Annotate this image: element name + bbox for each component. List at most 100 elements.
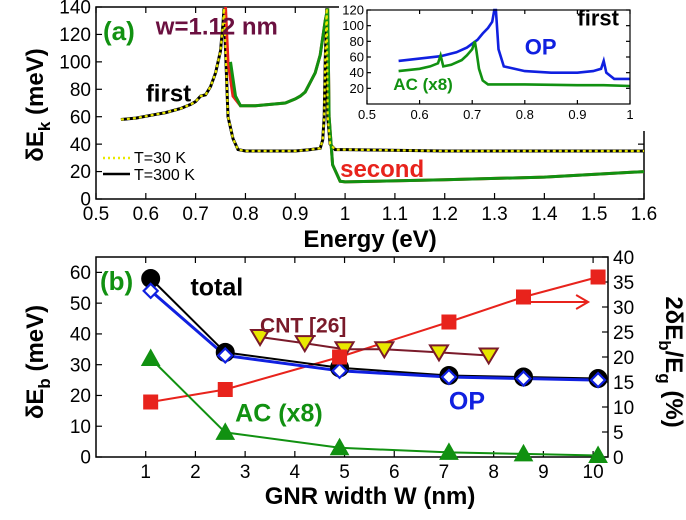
panel-b-y2-axis-label-unit: (%) bbox=[660, 384, 686, 428]
marker-triangle-down bbox=[373, 341, 396, 360]
y-tick-label: 140 bbox=[59, 0, 91, 19]
y2-tick-label: 20 bbox=[613, 348, 634, 369]
marker-square bbox=[217, 382, 233, 397]
inset-curves bbox=[398, 8, 631, 88]
x-tick-label: 1 bbox=[140, 462, 151, 483]
marker-square bbox=[515, 289, 531, 305]
x-tick-label: 4 bbox=[290, 462, 301, 483]
inset-curve-green bbox=[398, 40, 631, 88]
x-tick-label: 1.3 bbox=[481, 204, 507, 225]
panel-b-y2-tick-labels: 0 5 10 15 20 25 30 35 40 bbox=[613, 248, 634, 469]
marker-square bbox=[590, 269, 606, 285]
marker-triangle-down bbox=[428, 344, 450, 363]
x-tick-label: 0.8 bbox=[232, 204, 258, 225]
marker-diamond bbox=[440, 368, 458, 386]
x-tick-label: 0.7 bbox=[463, 107, 481, 122]
y-tick-label: 10 bbox=[70, 417, 91, 438]
panel-b-annotations: total CNT [26] AC (x8) OP bbox=[190, 273, 485, 427]
curve-yellow bbox=[120, 8, 644, 153]
x-tick-label: 9 bbox=[538, 462, 549, 483]
y2-tick-label: 5 bbox=[613, 423, 624, 444]
y-tick-label: 20 bbox=[70, 162, 91, 183]
marker-diamond bbox=[589, 371, 607, 389]
y2-tick-label: 0 bbox=[613, 448, 624, 469]
annotation: AC (x8) bbox=[235, 400, 323, 428]
annotation: first bbox=[146, 81, 191, 108]
inset-background bbox=[339, 5, 646, 131]
x-tick-label: 0.9 bbox=[282, 204, 308, 225]
y-tick-label: 80 bbox=[70, 80, 91, 101]
marker-diamond bbox=[142, 282, 160, 300]
x-tick-label: 1.1 bbox=[382, 204, 408, 225]
y-tick-label: 40 bbox=[70, 325, 91, 346]
panel-a-label: (a) bbox=[103, 16, 135, 46]
x-tick-label: 1.2 bbox=[432, 204, 458, 225]
marker-diamond bbox=[216, 346, 234, 365]
y-tick-label: 20 bbox=[70, 386, 91, 407]
panel-b-label: (b) bbox=[100, 266, 133, 296]
x-tick-label: 0.9 bbox=[568, 107, 586, 122]
y-tick-label: 100 bbox=[342, 18, 364, 33]
panel-b-y-axis-label: δEb (meV) bbox=[22, 305, 54, 419]
series-line-red bbox=[150, 276, 599, 403]
y-tick-label: 50 bbox=[70, 294, 91, 315]
annotation: w=1.12 nm bbox=[155, 13, 278, 40]
panel-a-x-tick-labels: 0.5 0.6 0.7 0.8 0.9 1 1.1 1.2 1.3 1.4 1.5 1.6 bbox=[83, 204, 657, 225]
panel-b-y2-axis-label-mid: /E bbox=[660, 351, 686, 374]
inset-ticks bbox=[366, 9, 631, 104]
panel-b-y2-axis-label-main: 2δE bbox=[660, 296, 686, 340]
panel-a-annotations: w=1.12 nm first second bbox=[146, 13, 424, 183]
x-tick-label: 2 bbox=[190, 462, 201, 483]
y2-tick-label: 25 bbox=[613, 323, 634, 344]
inset-annotation: first bbox=[577, 6, 619, 31]
series-line-black bbox=[149, 277, 599, 380]
marker-triangle bbox=[140, 348, 161, 367]
x-tick-label: 0.8 bbox=[516, 107, 534, 122]
y-tick-label: 40 bbox=[350, 65, 364, 80]
annotation: OP bbox=[449, 387, 485, 415]
inset-x-tick-labels: 0.5 0.6 0.7 0.8 0.9 1 bbox=[358, 107, 634, 122]
x-tick-label: 1.4 bbox=[531, 204, 558, 225]
x-tick-label: 1.5 bbox=[581, 204, 607, 225]
y-tick-label: 40 bbox=[70, 135, 91, 156]
panel-b-x-axis-label: GNR width W (nm) bbox=[265, 483, 476, 510]
inset-curve-blue bbox=[398, 8, 630, 81]
panel-a-y-axis-label-unit: (meV) bbox=[22, 48, 49, 121]
arrow-head bbox=[575, 294, 591, 310]
y-tick-label: 120 bbox=[59, 25, 91, 46]
y-tick-label: 60 bbox=[70, 107, 91, 128]
panel-b-y2-axis-label-sub2: g bbox=[655, 373, 674, 383]
marker-triangle bbox=[329, 437, 350, 456]
y2-tick-label: 30 bbox=[613, 298, 634, 319]
y2-tick-label: 10 bbox=[613, 398, 634, 419]
inset-annotation: AC (x8) bbox=[393, 75, 453, 94]
marker-diamond bbox=[514, 369, 533, 388]
y-tick-label: 100 bbox=[59, 53, 91, 74]
x-tick-label: 0.5 bbox=[358, 107, 376, 122]
y2-tick-label: 15 bbox=[613, 373, 634, 394]
panel-a-y-axis-label-sub: k bbox=[35, 121, 54, 131]
marker-triangle-down bbox=[294, 335, 316, 354]
panel-b-y-axis-label-sub: b bbox=[35, 378, 54, 388]
y-tick-label: 30 bbox=[70, 355, 91, 376]
x-tick-label: 0.6 bbox=[133, 204, 159, 225]
marker-triangle-down bbox=[477, 347, 500, 366]
panel-b-series bbox=[140, 269, 608, 463]
marker-triangle-down bbox=[249, 329, 271, 347]
series-line-green bbox=[149, 357, 599, 457]
marker-triangle bbox=[588, 445, 608, 463]
x-tick-label: 10 bbox=[583, 462, 604, 483]
annotation: second bbox=[340, 156, 424, 183]
x-tick-label: 1.6 bbox=[631, 204, 657, 225]
panel-a-curves bbox=[120, 6, 645, 184]
marker-triangle bbox=[439, 442, 459, 460]
y-tick-label: 0 bbox=[80, 448, 91, 469]
panel-b: 1 2 3 4 5 6 7 8 9 10 0 10 20 30 40 50 60 0 5 10 15 20 25 30 35… bbox=[22, 248, 686, 510]
y-tick-label: 120 bbox=[342, 3, 364, 18]
panel-a-x-axis-label: Energy (eV) bbox=[303, 226, 436, 253]
x-tick-label: 0.7 bbox=[182, 204, 208, 225]
y2-tick-label: 35 bbox=[613, 273, 634, 294]
panel-a-y-tick-labels: 0 20 40 60 80 100 120 140 bbox=[59, 0, 91, 211]
y-tick-label: 0 bbox=[80, 190, 91, 211]
